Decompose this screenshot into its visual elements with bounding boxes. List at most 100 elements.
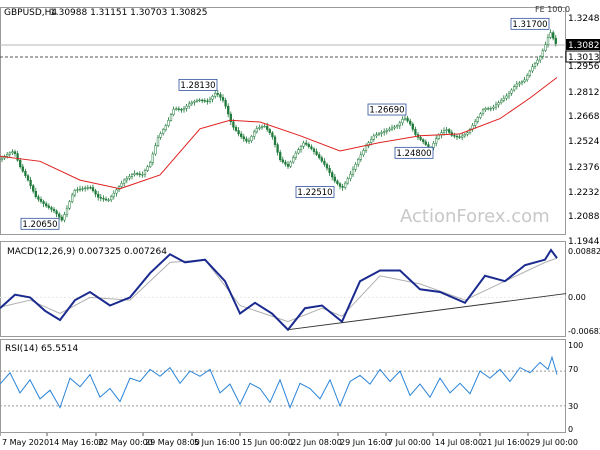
candle bbox=[422, 138, 425, 145]
candle bbox=[445, 126, 448, 134]
candle bbox=[42, 199, 45, 208]
candle bbox=[169, 113, 173, 122]
candle bbox=[492, 104, 495, 111]
x-tick-label: 7 Jul 00:00 bbox=[388, 438, 431, 447]
x-tick-label: 14 Jul 08:00 bbox=[435, 438, 483, 447]
candle bbox=[84, 185, 87, 192]
price-tick: 1.19440 bbox=[568, 237, 600, 247]
candle bbox=[193, 99, 196, 106]
candle bbox=[216, 90, 219, 98]
candle bbox=[224, 97, 227, 110]
candle bbox=[182, 106, 186, 113]
candle bbox=[409, 118, 412, 127]
candle bbox=[201, 98, 204, 104]
candle bbox=[250, 134, 253, 143]
candle bbox=[45, 201, 48, 208]
candle bbox=[279, 149, 282, 162]
candle bbox=[333, 174, 336, 184]
price-tick: 1.22320 bbox=[568, 188, 600, 198]
price-tick: 1.25240 bbox=[568, 137, 600, 147]
x-tick-label: 7 May 2020 bbox=[2, 438, 49, 447]
x-tick-label: 21 Jul 16:00 bbox=[482, 438, 530, 447]
x-tick-label: 5 Jun 16:00 bbox=[194, 438, 240, 447]
candle bbox=[336, 179, 339, 186]
candle bbox=[39, 196, 43, 204]
candle bbox=[292, 155, 295, 164]
candle bbox=[299, 144, 303, 153]
candle bbox=[190, 100, 193, 106]
candle bbox=[302, 140, 305, 149]
x-tick-label: 22 Jun 08:00 bbox=[291, 438, 342, 447]
macd-tick: 0.008824 bbox=[568, 247, 600, 256]
annotation-label: 1.24800 bbox=[396, 149, 431, 159]
candle bbox=[110, 194, 113, 203]
candle bbox=[372, 133, 375, 142]
level-price-label: 1.30130 bbox=[568, 53, 600, 63]
candle bbox=[11, 149, 14, 156]
candle bbox=[55, 209, 58, 218]
candle bbox=[24, 168, 27, 179]
candle bbox=[526, 73, 529, 82]
candle bbox=[331, 170, 334, 181]
candle bbox=[247, 137, 251, 144]
candle bbox=[214, 90, 217, 99]
rsi-tick: 0 bbox=[568, 425, 573, 434]
candle bbox=[104, 196, 108, 202]
candle bbox=[536, 57, 539, 66]
candle bbox=[78, 185, 82, 192]
annotation-label: 1.26690 bbox=[369, 106, 404, 116]
candle bbox=[76, 186, 79, 193]
candle bbox=[273, 135, 277, 148]
candle bbox=[554, 34, 557, 47]
candle bbox=[487, 106, 490, 111]
candle bbox=[533, 61, 537, 70]
macd-title: MACD(12,26,9) 0.007325 0.007264 bbox=[7, 247, 167, 257]
candle bbox=[175, 106, 178, 111]
candle bbox=[107, 197, 110, 203]
candle bbox=[289, 160, 292, 169]
candle bbox=[346, 176, 349, 185]
price-tick: 1.32480 bbox=[568, 14, 600, 24]
candle bbox=[351, 166, 355, 178]
candle bbox=[13, 149, 17, 157]
candle bbox=[328, 164, 331, 176]
candle bbox=[136, 171, 139, 176]
candle bbox=[99, 194, 102, 202]
macd-y-ticks: 0.008824 0.00 -0.006825 bbox=[568, 247, 600, 336]
candle bbox=[385, 127, 388, 135]
candle bbox=[115, 187, 118, 197]
candle bbox=[362, 148, 365, 157]
x-tick-label: 29 Jul 00:00 bbox=[530, 438, 578, 447]
candle bbox=[546, 33, 550, 48]
rsi-lines bbox=[0, 355, 566, 409]
candle bbox=[544, 41, 547, 53]
candle bbox=[162, 128, 165, 136]
candle bbox=[91, 184, 95, 193]
candle bbox=[466, 131, 469, 137]
annotation-label: 1.31700 bbox=[512, 20, 547, 30]
candle bbox=[507, 91, 511, 100]
candle bbox=[474, 119, 477, 129]
candle bbox=[16, 150, 19, 162]
candle bbox=[94, 188, 97, 198]
x-tick-label: 22 May 00:00 bbox=[98, 438, 153, 447]
candle bbox=[476, 116, 479, 124]
candle bbox=[198, 98, 201, 103]
candle bbox=[211, 94, 214, 103]
candle bbox=[81, 186, 84, 192]
candle bbox=[271, 131, 274, 140]
candle bbox=[528, 69, 531, 78]
candle bbox=[323, 158, 326, 167]
candle bbox=[515, 81, 518, 90]
price-candles bbox=[0, 29, 557, 223]
candle bbox=[63, 211, 66, 223]
candle bbox=[185, 104, 188, 112]
candle bbox=[143, 168, 147, 178]
candle bbox=[253, 129, 256, 140]
candle bbox=[541, 48, 544, 60]
level-price-box bbox=[565, 50, 600, 63]
candle bbox=[375, 132, 378, 139]
candle bbox=[21, 164, 24, 173]
